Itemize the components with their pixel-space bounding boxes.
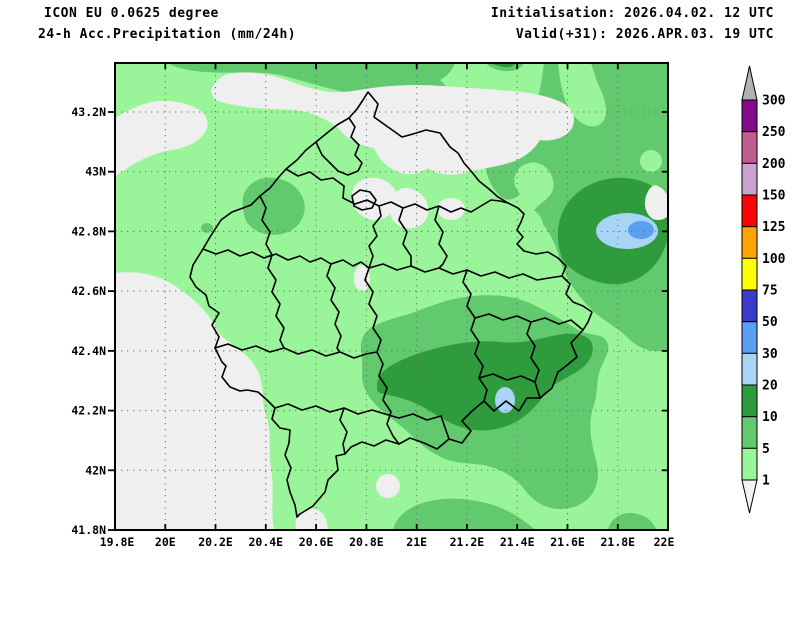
precip-fill-medium-west-blob <box>242 177 305 235</box>
precip-fill-medium-top-sliver <box>486 64 524 72</box>
colorbar-level-label: 50 <box>762 315 778 330</box>
x-axis-label: 20.6E <box>299 535 334 549</box>
kosovo-outer-boundary <box>189 91 593 518</box>
colorbar-box <box>741 289 758 323</box>
y-axis-label: 43N <box>85 165 106 179</box>
y-axis-label: 43.2N <box>71 105 106 119</box>
x-axis-label: 21.8E <box>600 535 635 549</box>
x-axis-labels: 19.8E 20E 20.2E 20.4E 20.6E 20.8E 21E 21… <box>100 535 675 549</box>
precip-fill-dark-top-sliver <box>493 64 516 68</box>
precip-fill-dry-west-edge-north <box>116 100 208 177</box>
precip-fill-medium-bottom-right-blob <box>608 513 657 529</box>
precip-fill-dry-center-spot <box>437 198 465 220</box>
colorbar-box <box>741 194 758 228</box>
colorbar-box <box>741 226 758 259</box>
precip-fill-pale-tongue <box>558 64 607 127</box>
x-axis-label: 19.8E <box>100 535 135 549</box>
precip-fill-lightblue-southeast-spot <box>495 387 515 413</box>
product-title: 24-h Acc.Precipitation (mm/24h) <box>38 27 297 42</box>
y-axis-label: 41.8N <box>71 523 106 537</box>
y-axis-label: 42.2N <box>71 404 106 418</box>
precip-fill-medium-top-band <box>169 64 455 120</box>
x-axis-label: 21.4E <box>500 535 535 549</box>
colorbar-box <box>741 99 758 133</box>
colorbar-level-label: 30 <box>762 347 778 362</box>
precipitation-layer <box>116 64 667 529</box>
colorbar-box <box>741 352 758 386</box>
colorbar-level-label: 20 <box>762 379 778 394</box>
x-axis-label: 21.6E <box>550 535 585 549</box>
colorbar-over-arrow <box>741 65 758 101</box>
precip-fill-dry-small-spot <box>354 265 370 291</box>
colorbar-level-label: 1 <box>762 474 770 489</box>
colorbar-box <box>741 321 758 354</box>
colorbar-box <box>741 416 758 449</box>
precip-fill-mediumblue-northeast-core <box>628 221 654 239</box>
colorbar-level-label: 200 <box>762 157 786 172</box>
precip-fill-medium-dot-west <box>201 223 213 233</box>
precip-fill-dry-west-region <box>116 272 274 529</box>
x-axis-label: 20.2E <box>198 535 233 549</box>
colorbar-box <box>741 257 758 291</box>
colorbar-box <box>741 162 758 196</box>
model-title: ICON EU 0.0625 degree <box>44 6 219 21</box>
map-frame <box>114 62 669 531</box>
colorbar-under-arrow <box>741 479 758 514</box>
x-axis-label: 20.4E <box>248 535 283 549</box>
y-axis-label: 42.4N <box>71 344 106 358</box>
colorbar-level-label: 300 <box>762 94 786 109</box>
colorbar-level-label: 5 <box>762 442 770 457</box>
colorbar-level-label: 150 <box>762 189 786 204</box>
y-axis-label: 42.8N <box>71 224 106 238</box>
precip-fill-medium-south-bottom-blob <box>393 498 535 529</box>
valid-time: Valid(+31): 2026.APR.03. 19 UTC <box>515 27 774 42</box>
precip-fill-pale-hole <box>640 150 662 172</box>
colorbar-level-label: 10 <box>762 410 778 425</box>
colorbar-labels: 300 250 200 150 125 100 75 50 30 20 10 5… <box>762 94 786 489</box>
precip-fill-dry-south-spot <box>376 474 400 498</box>
y-axis-label: 42.6N <box>71 284 106 298</box>
colorbar-box <box>741 131 758 164</box>
colorbar-level-label: 75 <box>762 284 778 299</box>
x-axis-label: 21E <box>406 535 427 549</box>
colorbar-level-label: 125 <box>762 220 785 235</box>
y-axis-labels: 43.2N 43N 42.8N 42.6N 42.4N 42.2N 42N 41… <box>71 105 106 537</box>
x-axis-label: 20.8E <box>349 535 384 549</box>
x-axis-label: 22E <box>654 535 675 549</box>
grid-lines <box>116 64 667 529</box>
colorbar: 300 250 200 150 125 100 75 50 30 20 10 5… <box>741 65 786 514</box>
axis-ticks <box>108 63 668 531</box>
colorbar-level-label: 250 <box>762 125 786 140</box>
y-axis-label: 42N <box>85 463 106 477</box>
x-axis-label: 21.2E <box>450 535 485 549</box>
initialisation-time: Initialisation: 2026.04.02. 12 UTC <box>490 6 774 21</box>
precip-fill-dry-center-north <box>211 72 574 175</box>
precip-fill-dark-southeast-band <box>376 333 593 431</box>
colorbar-box <box>741 447 758 481</box>
precip-fill-medium-dot-southeast <box>518 446 528 454</box>
precip-fill-dry-east-edge-spot <box>644 185 667 220</box>
precip-fill-dry-bottom-spot <box>295 508 328 529</box>
x-axis-label: 20E <box>155 535 176 549</box>
municipality-boundaries <box>202 117 584 455</box>
colorbar-box <box>741 384 758 418</box>
colorbar-level-label: 100 <box>762 252 786 267</box>
